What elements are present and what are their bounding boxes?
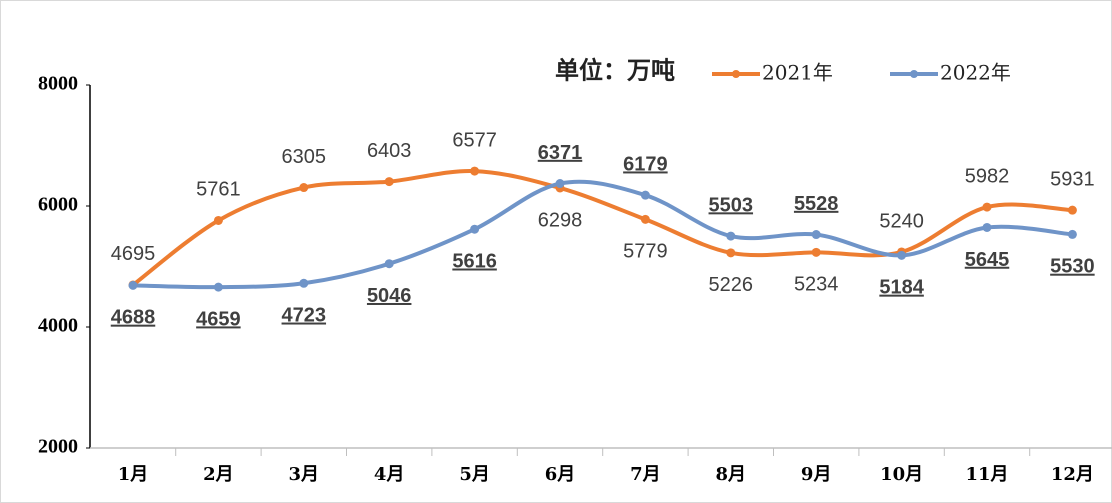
y-tick-label: 8000 <box>38 73 78 95</box>
data-label: 6298 <box>538 209 583 231</box>
x-tick-label: 11月 <box>965 464 1008 485</box>
data-label: 5761 <box>196 179 241 201</box>
point <box>213 282 223 292</box>
y-tick-label: 6000 <box>38 194 78 216</box>
point <box>640 190 650 200</box>
point <box>213 215 223 225</box>
data-label: 4723 <box>282 305 327 327</box>
data-label: 5184 <box>879 277 924 299</box>
data-label: 5240 <box>879 210 924 232</box>
point <box>470 166 480 176</box>
data-label: 6577 <box>452 129 497 151</box>
data-label: 6371 <box>538 142 583 164</box>
data-label: 5982 <box>965 165 1010 187</box>
x-tick-label: 9月 <box>801 464 832 485</box>
data-label: 5234 <box>794 274 839 296</box>
point <box>982 222 992 232</box>
unit-label: 单位：万吨 <box>555 56 675 85</box>
point <box>811 230 821 240</box>
series-line <box>132 179 1073 290</box>
data-label: 5616 <box>452 251 497 273</box>
x-tick-label: 5月 <box>459 464 490 485</box>
data-label: 4688 <box>111 307 156 329</box>
x-tick-label: 7月 <box>630 464 661 485</box>
x-tick-label: 1月 <box>118 464 149 485</box>
data-label: 4695 <box>111 243 156 265</box>
x-tick-label: 8月 <box>716 464 747 485</box>
point <box>470 224 480 234</box>
data-label: 6305 <box>282 146 327 168</box>
point <box>384 259 394 269</box>
data-label: 5503 <box>709 194 754 216</box>
data-label: 5645 <box>965 249 1010 271</box>
data-label: 5046 <box>367 285 412 307</box>
point <box>811 247 821 257</box>
point <box>726 231 736 241</box>
y-tick-label: 4000 <box>38 315 78 337</box>
data-label: 5226 <box>709 274 754 296</box>
point <box>128 280 138 290</box>
data-label: 5528 <box>794 193 839 215</box>
point <box>299 183 309 193</box>
x-tick-label: 6月 <box>545 464 576 485</box>
x-tick-label: 2月 <box>203 464 234 485</box>
data-label: 5931 <box>1050 168 1095 190</box>
point <box>299 278 309 288</box>
legend-marker <box>732 70 740 78</box>
data-label: 5530 <box>1050 256 1095 278</box>
point <box>1067 205 1077 215</box>
legend-marker <box>910 70 918 78</box>
point <box>982 202 992 212</box>
data-label: 4659 <box>196 308 241 330</box>
data-label: 6403 <box>367 140 412 162</box>
legend-label: 2021年 <box>762 61 833 85</box>
legend-label: 2022年 <box>940 61 1011 85</box>
x-tick-label: 3月 <box>289 464 320 485</box>
data-label: 6179 <box>623 153 668 175</box>
point <box>726 248 736 258</box>
series-line <box>131 169 1073 287</box>
x-tick-label: 10月 <box>880 464 923 485</box>
point <box>384 177 394 187</box>
point <box>555 179 565 189</box>
x-tick-label: 12月 <box>1051 464 1094 485</box>
x-tick-label: 4月 <box>374 464 405 485</box>
data-label: 5779 <box>623 241 668 263</box>
point <box>640 214 650 224</box>
point <box>1067 229 1077 239</box>
y-tick-label: 2000 <box>38 436 78 458</box>
point <box>897 250 907 260</box>
